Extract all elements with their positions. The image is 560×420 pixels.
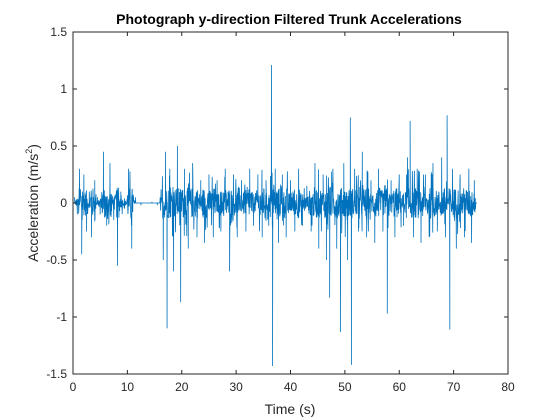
x-tick-label: 10 xyxy=(121,380,135,394)
x-tick-label: 80 xyxy=(501,380,515,394)
y-tick-label: -0.5 xyxy=(46,253,67,267)
chart-title: Photograph y-direction Filtered Trunk Ac… xyxy=(116,11,462,27)
x-tick-label: 0 xyxy=(70,380,77,394)
x-tick-label: 50 xyxy=(338,380,352,394)
y-tick-label: -1.5 xyxy=(46,367,67,381)
series-line xyxy=(74,65,478,367)
x-tick-label: 60 xyxy=(393,380,407,394)
y-tick-label: 1 xyxy=(60,82,67,96)
x-tick-label: 30 xyxy=(229,380,243,394)
x-tick-label: 20 xyxy=(175,380,189,394)
series-layer xyxy=(74,65,478,367)
y-axis-label-superscript: 2 xyxy=(24,149,34,154)
y-tick-label: -1 xyxy=(56,310,67,324)
y-tick-label: 0.5 xyxy=(50,139,67,153)
x-axis-ticks: 0 10 20 30 40 50 60 70 80 xyxy=(70,32,515,394)
x-axis-label: Time (s) xyxy=(265,401,316,417)
y-tick-label: 1.5 xyxy=(50,25,67,39)
y-axis-ticks: -1.5 -1 -0.5 0 0.5 1 1.5 xyxy=(46,25,508,381)
y-axis-label-close: ) xyxy=(25,144,41,149)
x-tick-label: 40 xyxy=(284,380,298,394)
x-tick-label: 70 xyxy=(447,380,461,394)
y-axis-label-main: Acceleration (m/s xyxy=(25,154,41,262)
y-axis-label: Acceleration (m/s2) xyxy=(24,144,41,262)
y-tick-label: 0 xyxy=(60,196,67,210)
